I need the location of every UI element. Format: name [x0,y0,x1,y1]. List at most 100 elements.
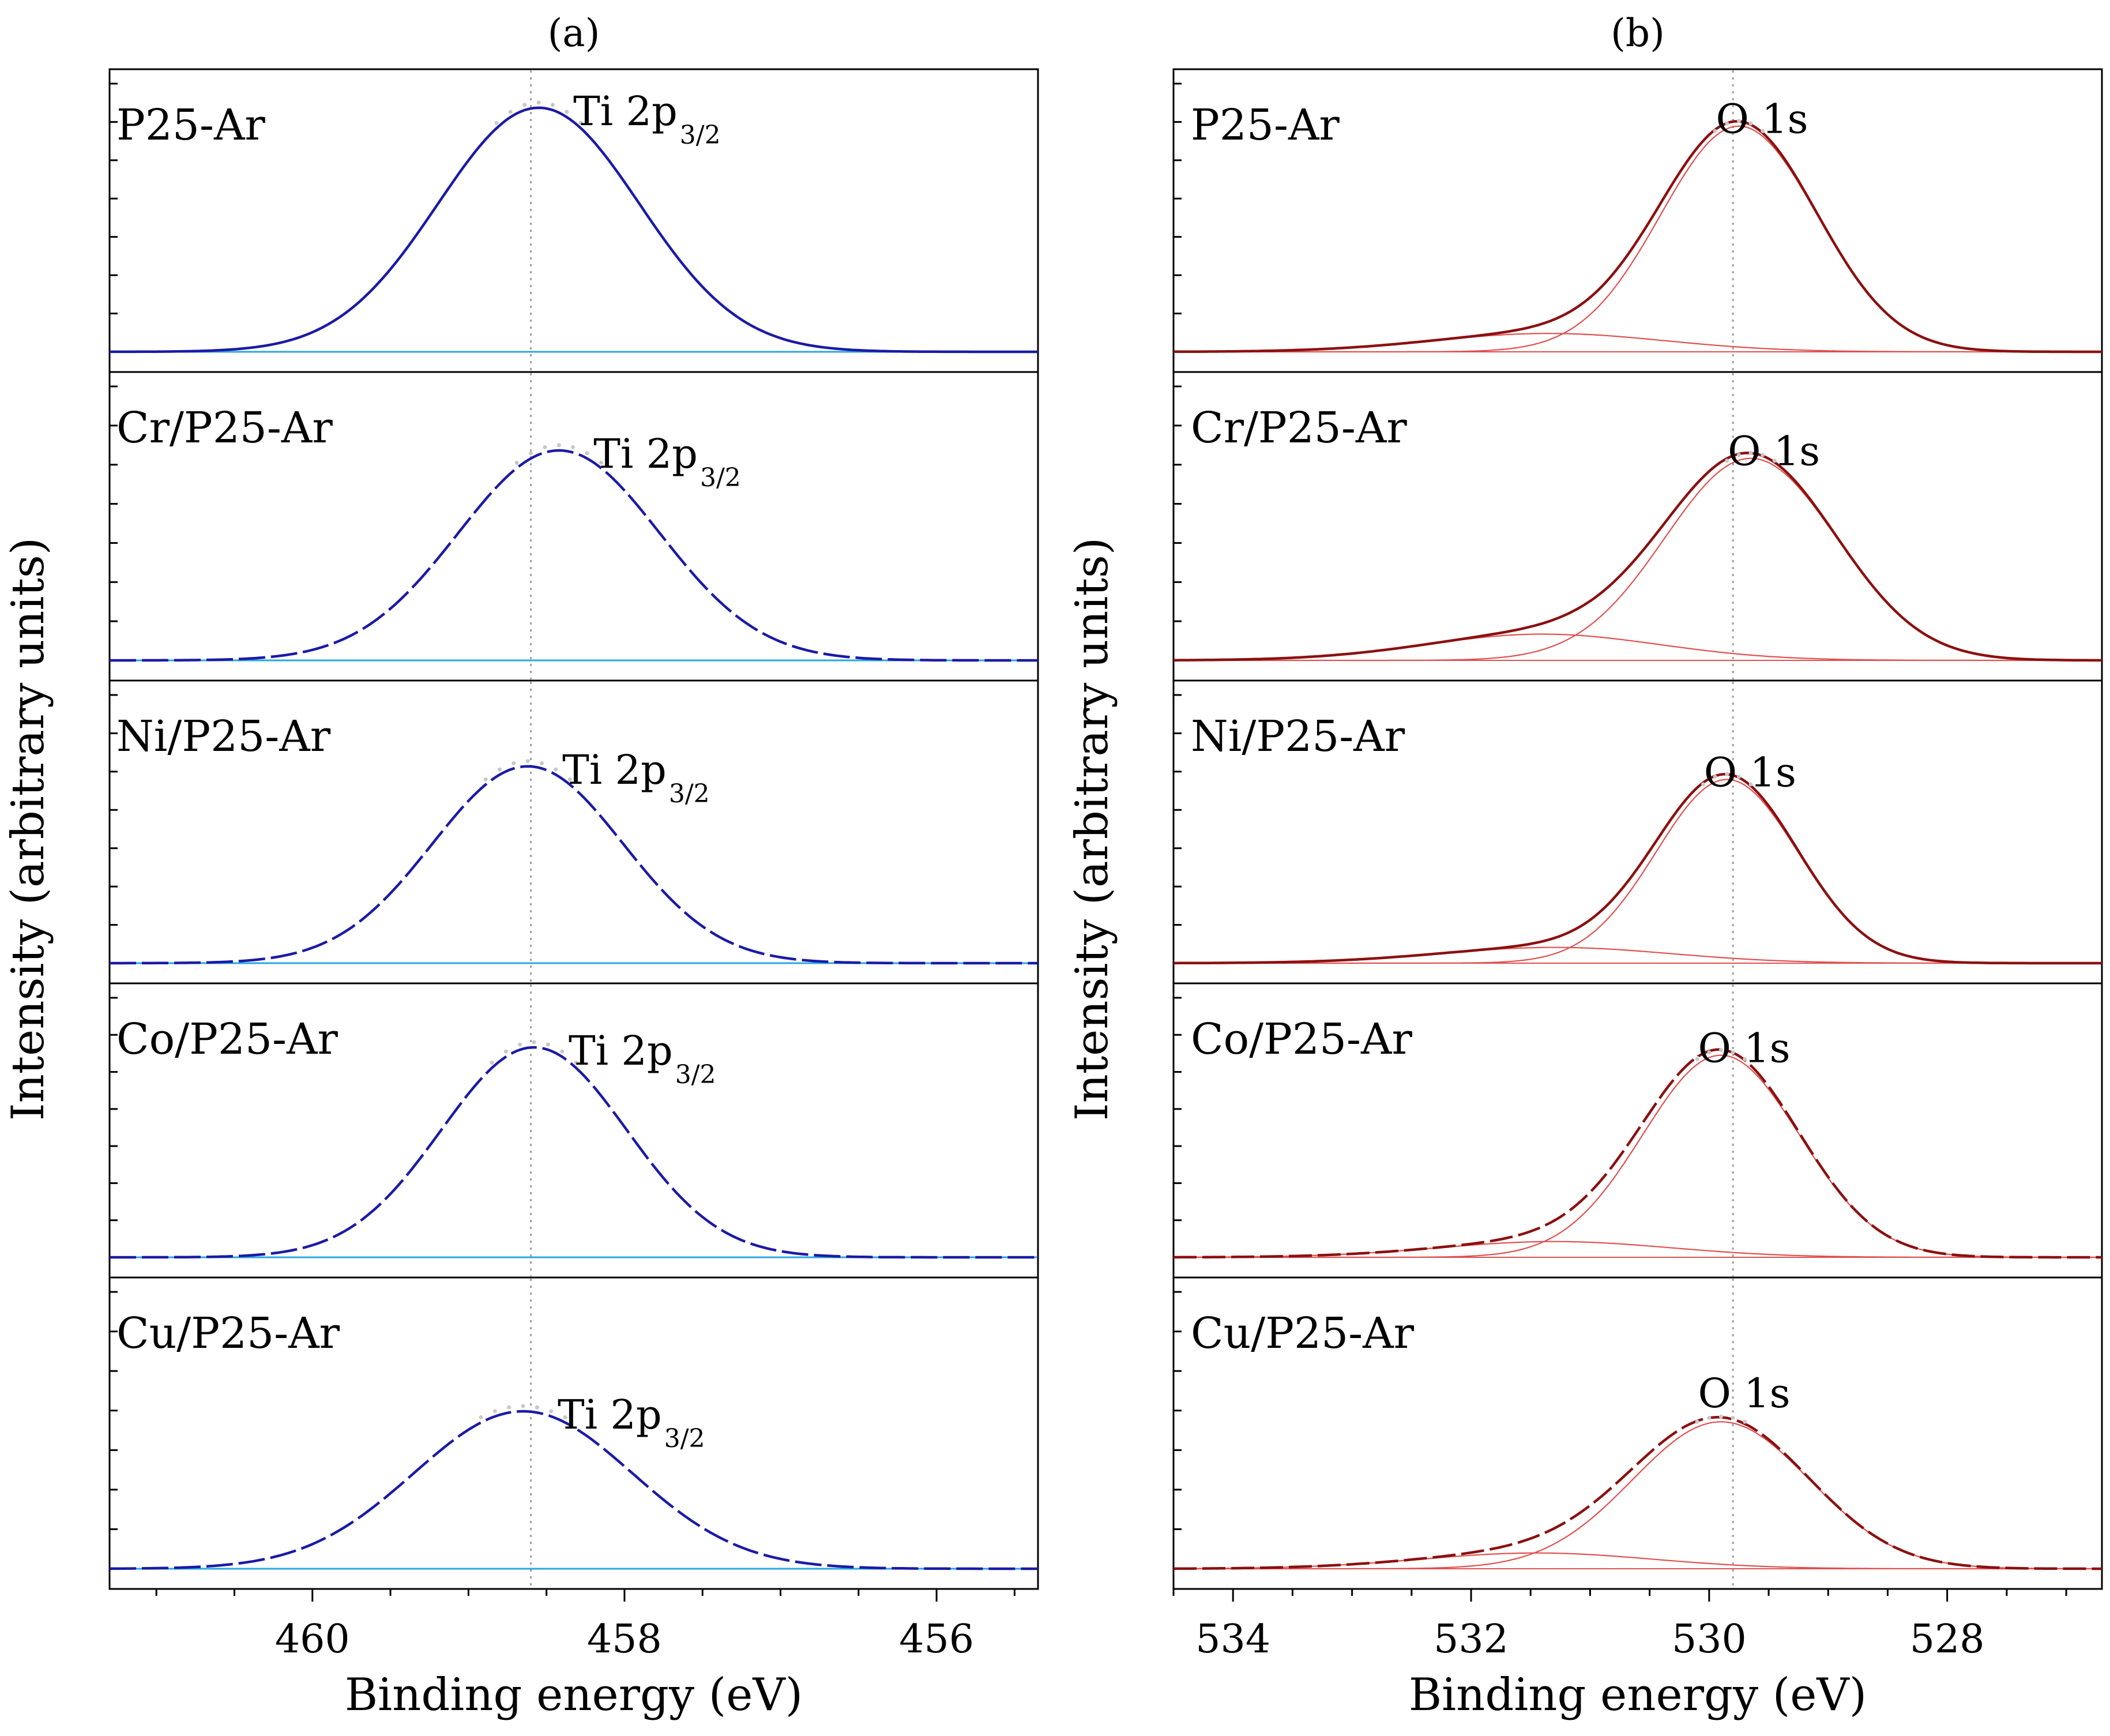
data-point [522,103,527,107]
data-point [1725,459,1729,463]
data-point [1743,1419,1747,1424]
sample-label: Cr/P25-Ar [1191,403,1407,453]
x-tick-label: 530 [1672,1617,1747,1662]
data-point [1713,129,1717,133]
data-point [1761,453,1765,457]
subplot-frame [108,1276,1039,1590]
fit-curve [110,1410,1038,1570]
main-component [1174,1421,2102,1570]
data-point [567,777,572,781]
data-point [540,761,544,765]
data-point [585,451,589,456]
x-axis-label: Binding energy (eV) [1409,1669,1867,1721]
y-axis-label: Intensity (arbitrary units) [2,538,54,1121]
x-tick-label: 456 [899,1617,974,1662]
data-point [1701,782,1706,787]
subplot-cr-p25-ar: Cr/P25-Ar Ti 2p3/2 [108,371,1039,682]
subplot-p25-ar: P25-Ar O 1s [1172,68,2103,373]
sample-label: Cu/P25-Ar [116,1309,340,1358]
subplot-frame [1172,1276,2103,1590]
data-point [1731,1415,1735,1420]
fit-curve [109,106,1038,354]
peak-label: Ti 2p [558,1391,662,1438]
panel-label: (a) [548,11,600,55]
peak-label: O 1s [1716,96,1808,143]
subplot-p25-ar: P25-Ar Ti 2p3/2 [108,68,1039,373]
data-point [546,1042,550,1047]
peak-label: Ti 2p [593,430,698,478]
peak-label-subscript: 3/2 [669,779,710,809]
main-component [1174,1054,2102,1258]
peak-label: Ti 2p [573,88,678,135]
x-axis: 460 458 456 Binding energy (eV) [155,1589,1015,1721]
peak-label: Ti 2p [569,1027,673,1074]
data-point [1707,1415,1712,1420]
sample-label: Ni/P25-Ar [1191,712,1405,761]
x-tick-label: 460 [275,1617,350,1662]
data-point [1725,772,1729,776]
total-envelope [1174,452,2102,662]
data-point [1736,775,1741,779]
data-point [571,445,576,449]
x-axis: 534 532 530 528 Binding energy (eV) [1172,1589,2067,1721]
total-envelope [1174,1416,2102,1570]
data-point [521,1404,525,1408]
data-point [1743,1057,1747,1061]
sample-label: P25-Ar [1191,100,1340,150]
data-point [574,1061,578,1065]
data-point [536,100,541,105]
data-point [525,759,530,764]
data-point [490,1061,494,1065]
peak-label-subscript: 3/2 [700,463,741,493]
data-point [1761,129,1765,133]
x-tick-label: 528 [1910,1617,1985,1662]
x-axis-label: Binding energy (eV) [345,1669,803,1721]
peak-label: O 1s [1704,749,1796,796]
peak-label: Ti 2p [562,746,667,794]
sample-label: Ni/P25-Ar [116,712,331,761]
panel-label: (b) [1611,11,1665,55]
data-point [497,767,502,772]
sample-label: Cr/P25-Ar [116,403,333,453]
data-point [532,1040,536,1044]
main-component [1174,457,2102,662]
subplot-co-p25-ar: Co/P25-Ar Ti 2p3/2 [108,982,1039,1279]
subplot-ni-p25-ar: Ni/P25-Ar Ti 2p3/2 [108,679,1039,985]
data-point [549,1409,554,1414]
data-point [494,121,499,125]
subplot-co-p25-ar: Co/P25-Ar O 1s [1172,982,2103,1279]
subplot-cr-p25-ar: Cr/P25-Ar O 1s [1172,371,2103,682]
y-axis-label: Intensity (arbitrary units) [1066,538,1118,1121]
data-point [554,767,558,772]
data-point [1718,1414,1723,1419]
data-point [556,443,561,448]
peak-label-subscript: 3/2 [675,1060,716,1089]
data-point [518,1042,522,1047]
total-envelope [1174,1048,2102,1259]
data-point [1731,1050,1735,1055]
sample-label: Co/P25-Ar [116,1014,338,1064]
peak-label-subscript: 3/2 [664,1424,705,1453]
data-point [1772,459,1777,463]
data-point [1736,453,1741,457]
sample-label: Cu/P25-Ar [1191,1309,1415,1358]
total-envelope [1174,120,2102,354]
subplot-ni-p25-ar: Ni/P25-Ar O 1s [1172,679,2103,985]
subplot-cu-p25-ar: Cu/P25-Ar O 1s [1172,1276,2103,1590]
peak-label: O 1s [1728,428,1820,475]
main-component [1174,779,2102,964]
data-point [550,103,555,107]
data-point [1748,121,1753,126]
data-point [503,1049,508,1054]
subplot-cu-p25-ar: Cu/P25-Ar Ti 2p3/2 [108,1276,1039,1590]
data-point [479,1415,483,1419]
fit-curve [110,1046,1038,1259]
data-point [511,761,516,765]
data-point [565,110,569,114]
peak-label: O 1s [1698,1025,1790,1072]
data-point [507,1405,511,1410]
total-envelope [1174,773,2102,965]
data-point [578,121,583,125]
